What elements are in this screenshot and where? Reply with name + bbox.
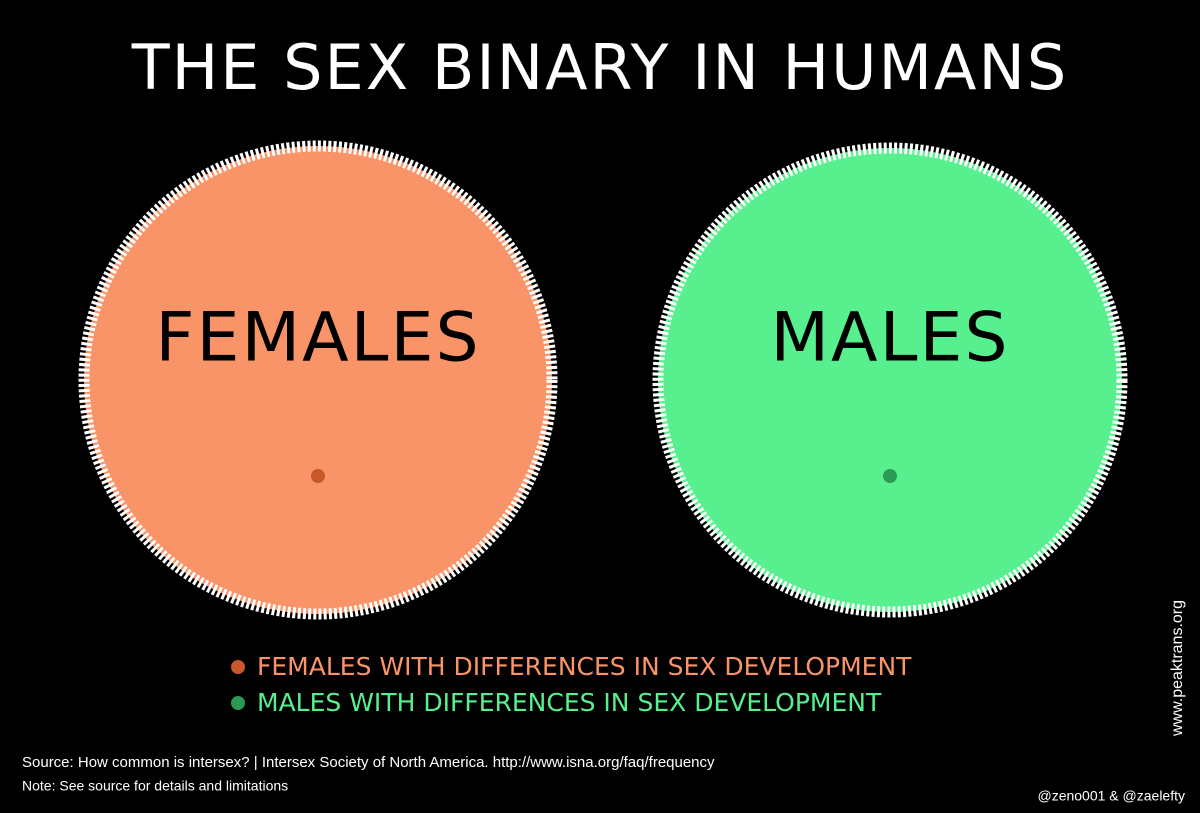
females-circle: [78, 140, 558, 620]
legend-dot: [231, 660, 245, 674]
females-label: FEMALES: [155, 299, 480, 378]
legend-label: MALES WITH DIFFERENCES IN SEX DEVELOPMEN…: [257, 688, 882, 717]
legend-dot: [231, 696, 245, 710]
males-dsd-dot: [883, 469, 897, 483]
website: www.peaktrans.org: [1169, 600, 1186, 737]
credit: @zeno001 & @zaelefty: [1037, 788, 1185, 804]
legend-label: FEMALES WITH DIFFERENCES IN SEX DEVELOPM…: [257, 652, 912, 681]
males-circle: [652, 142, 1128, 618]
note: Note: See source for details and limitat…: [22, 778, 288, 794]
females-dsd-dot: [311, 469, 325, 483]
males-label: MALES: [770, 299, 1009, 378]
title: THE SEX BINARY IN HUMANS: [131, 31, 1068, 104]
source: Source: How common is intersex? | Inters…: [22, 754, 715, 771]
